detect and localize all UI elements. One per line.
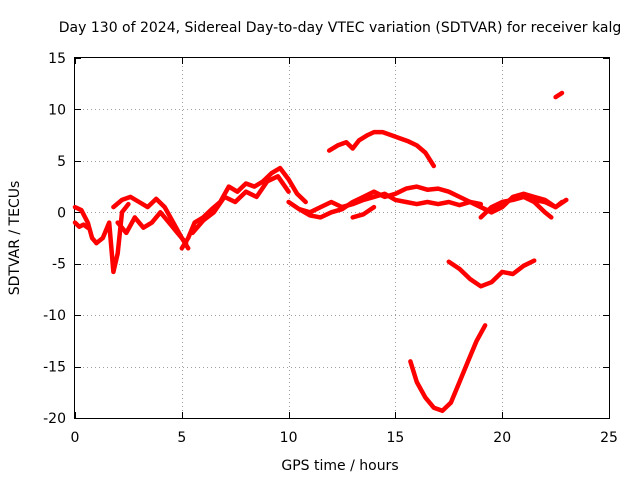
series-line-arc-9	[297, 184, 484, 220]
y-tick-label: 5	[57, 154, 66, 170]
grid	[75, 58, 609, 418]
series-line-arc-6	[179, 165, 308, 251]
series-line-arc-11	[326, 129, 437, 169]
series-line-arc-5	[115, 210, 189, 246]
x-tick-label: 20	[493, 430, 511, 446]
y-tick-label: -10	[43, 308, 66, 324]
x-axis-label: GPS time / hours	[281, 458, 398, 474]
data-series	[72, 90, 569, 414]
series-line-arc-14	[446, 258, 537, 289]
y-tick-label: -5	[52, 257, 66, 273]
x-tick-label: 0	[71, 430, 80, 446]
series-line-arc-7	[190, 174, 291, 236]
y-tick-label: -15	[43, 360, 66, 376]
y-axis-label: SDTVAR / TECUs	[7, 181, 23, 296]
axis-ticks: 0 5 10 15 20 25 -20 -15 -10 -5 0 5 10 15	[43, 51, 618, 446]
y-tick-label: 15	[48, 51, 66, 67]
series-line-arc-3	[94, 201, 131, 275]
x-tick-label: 10	[280, 430, 298, 446]
series-line-arc-1	[72, 204, 99, 246]
series-line-arc-12	[467, 191, 565, 215]
series-line-arc-15	[408, 323, 488, 414]
x-tick-label: 25	[600, 430, 618, 446]
y-tick-label: 10	[48, 102, 66, 118]
y-tick-label: -20	[43, 411, 66, 427]
series-line-arc-16	[553, 90, 565, 100]
series-line-arc-2	[72, 220, 91, 230]
series-line-arc-13	[478, 194, 554, 220]
series-line-arc-10	[350, 204, 377, 220]
chart-title: Day 130 of 2024, Sidereal Day-to-day VTE…	[59, 20, 621, 36]
plot-frame	[74, 57, 610, 419]
x-tick-label: 15	[386, 430, 404, 446]
y-tick-label: 0	[57, 205, 66, 221]
x-tick-label: 5	[177, 430, 186, 446]
